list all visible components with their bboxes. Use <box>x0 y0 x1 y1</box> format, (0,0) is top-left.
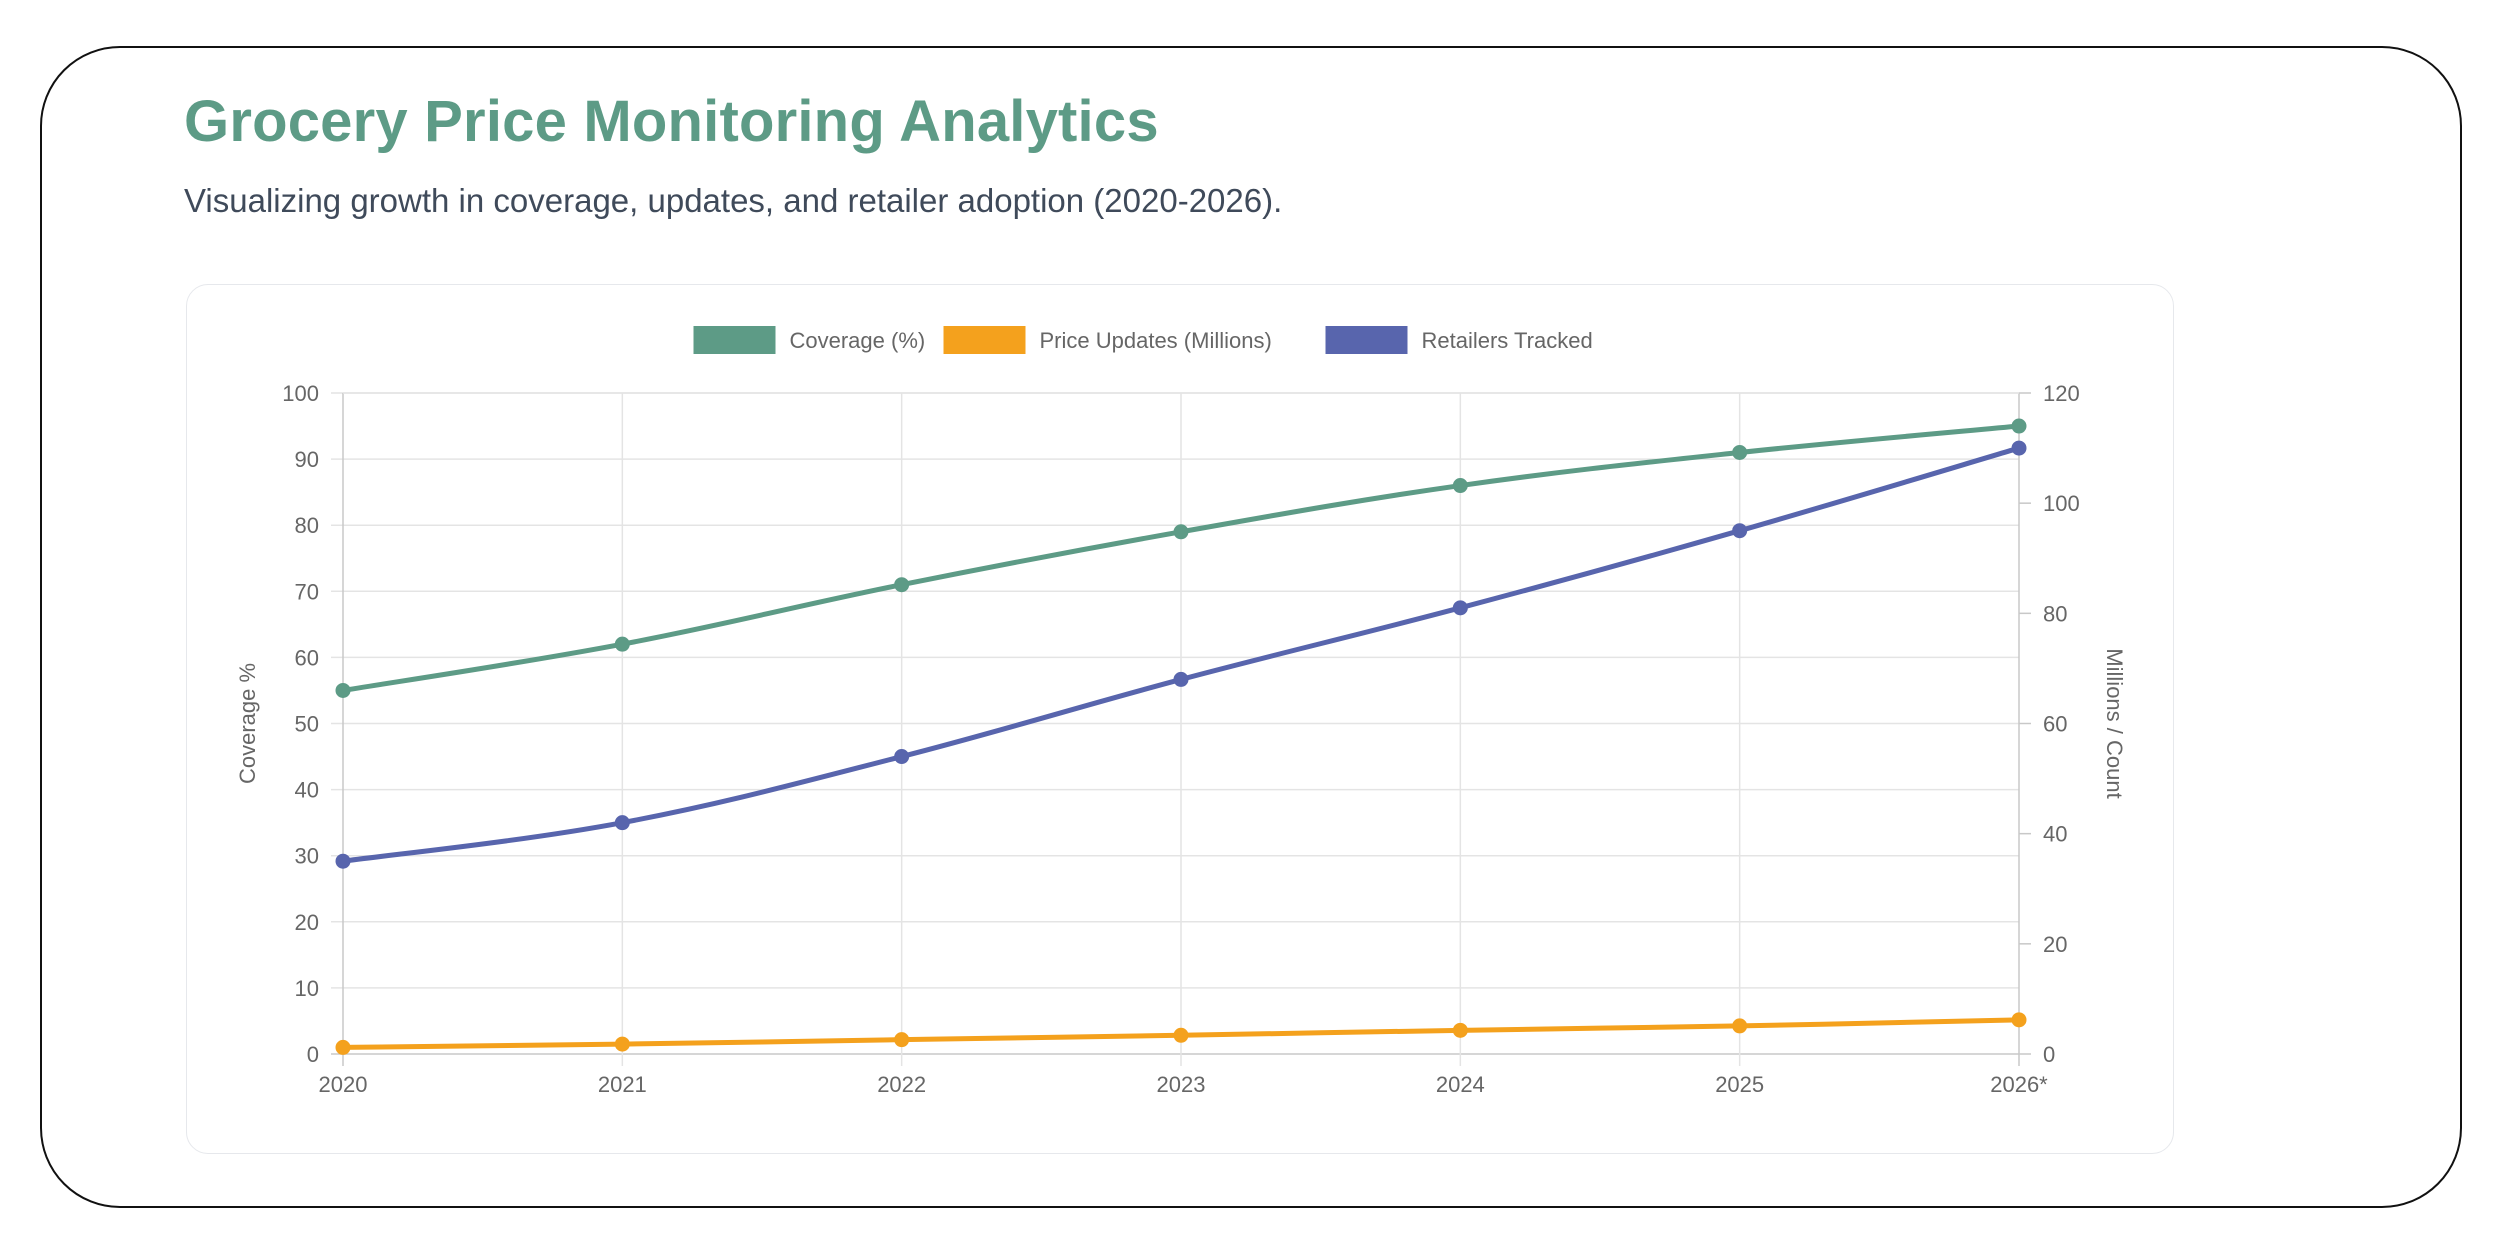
data-point-retailers-tracked <box>1452 600 1468 616</box>
line-chart: 0 10 20 30 40 50 60 70 80 90 100 0 20 40 60 80 100 120 202… <box>235 326 2127 1097</box>
x-tick-label: 2026* <box>1990 1072 2048 1097</box>
legend: Coverage (%) Price Updates (Millions) Reta… <box>693 326 1593 354</box>
legend-swatch <box>1325 326 1408 354</box>
data-point-retailers-tracked <box>614 815 630 831</box>
y-right-tick-label: 100 <box>2043 491 2080 516</box>
y-left-axis-title: Coverage % <box>235 663 260 784</box>
x-tick-label: 2023 <box>1157 1072 1206 1097</box>
y-left-tick-label: 0 <box>307 1042 319 1067</box>
page-subtitle: Visualizing growth in coverage, updates,… <box>184 182 1283 219</box>
y-right-tick-label: 40 <box>2043 822 2067 847</box>
y-left-tick-label: 60 <box>295 645 319 670</box>
data-point-price-updates-millions <box>335 1039 351 1055</box>
x-tick-label: 2025 <box>1715 1072 1764 1097</box>
data-point-coverage <box>1452 478 1468 494</box>
data-point-price-updates-millions <box>1732 1018 1748 1034</box>
y-left-tick-label: 20 <box>295 910 319 935</box>
x-tick-label: 2020 <box>319 1072 368 1097</box>
y-left-tick-label: 40 <box>295 778 319 803</box>
data-point-retailers-tracked <box>1173 671 1189 687</box>
data-point-coverage <box>614 636 630 652</box>
legend-swatch <box>693 326 776 354</box>
y-right-tick-label: 80 <box>2043 601 2067 626</box>
data-point-coverage <box>1173 524 1189 540</box>
data-point-retailers-tracked <box>1732 523 1748 539</box>
data-point-retailers-tracked <box>2011 440 2027 456</box>
y-left-tick-label: 90 <box>295 447 319 472</box>
y-right-tick-label: 60 <box>2043 712 2067 737</box>
legend-label: Price Updates (Millions) <box>1040 328 1272 353</box>
legend-label: Coverage (%) <box>790 328 926 353</box>
data-point-coverage <box>335 682 351 698</box>
data-point-coverage <box>1732 444 1748 460</box>
x-tick-label: 2021 <box>598 1072 647 1097</box>
data-point-price-updates-millions <box>1452 1022 1468 1038</box>
grid-lines <box>331 392 2020 1066</box>
y-left-tick-label: 80 <box>295 513 319 538</box>
data-point-price-updates-millions <box>894 1032 910 1048</box>
legend-label: Retailers Tracked <box>1422 328 1593 353</box>
chart-card: 0 10 20 30 40 50 60 70 80 90 100 0 20 40 60 80 100 120 202… <box>186 284 2174 1154</box>
y-left-tick-label: 10 <box>295 976 319 1001</box>
x-tick-label: 2022 <box>877 1072 926 1097</box>
legend-swatch <box>943 326 1026 354</box>
y-right-tick-label: 120 <box>2043 381 2080 406</box>
axes: 0 10 20 30 40 50 60 70 80 90 100 0 20 40 60 80 100 120 202… <box>235 381 2127 1097</box>
page-title: Grocery Price Monitoring Analytics <box>184 89 1159 154</box>
data-point-price-updates-millions <box>1173 1027 1189 1043</box>
data-point-retailers-tracked <box>335 853 351 869</box>
x-tick-label: 2024 <box>1436 1072 1485 1097</box>
y-right-axis-title: Millions / Count <box>2102 648 2127 798</box>
y-left-tick-label: 100 <box>282 381 319 406</box>
y-right-tick-label: 0 <box>2043 1042 2055 1067</box>
y-right-tick-label: 20 <box>2043 932 2067 957</box>
y-left-tick-label: 30 <box>295 844 319 869</box>
y-left-tick-label: 50 <box>295 712 319 737</box>
data-point-price-updates-millions <box>2011 1012 2027 1028</box>
data-point-retailers-tracked <box>894 749 910 765</box>
y-left-tick-label: 70 <box>295 579 319 604</box>
data-point-coverage <box>894 577 910 593</box>
data-point-coverage <box>2011 418 2027 434</box>
data-point-price-updates-millions <box>614 1036 630 1052</box>
series-lines <box>335 418 2027 1055</box>
